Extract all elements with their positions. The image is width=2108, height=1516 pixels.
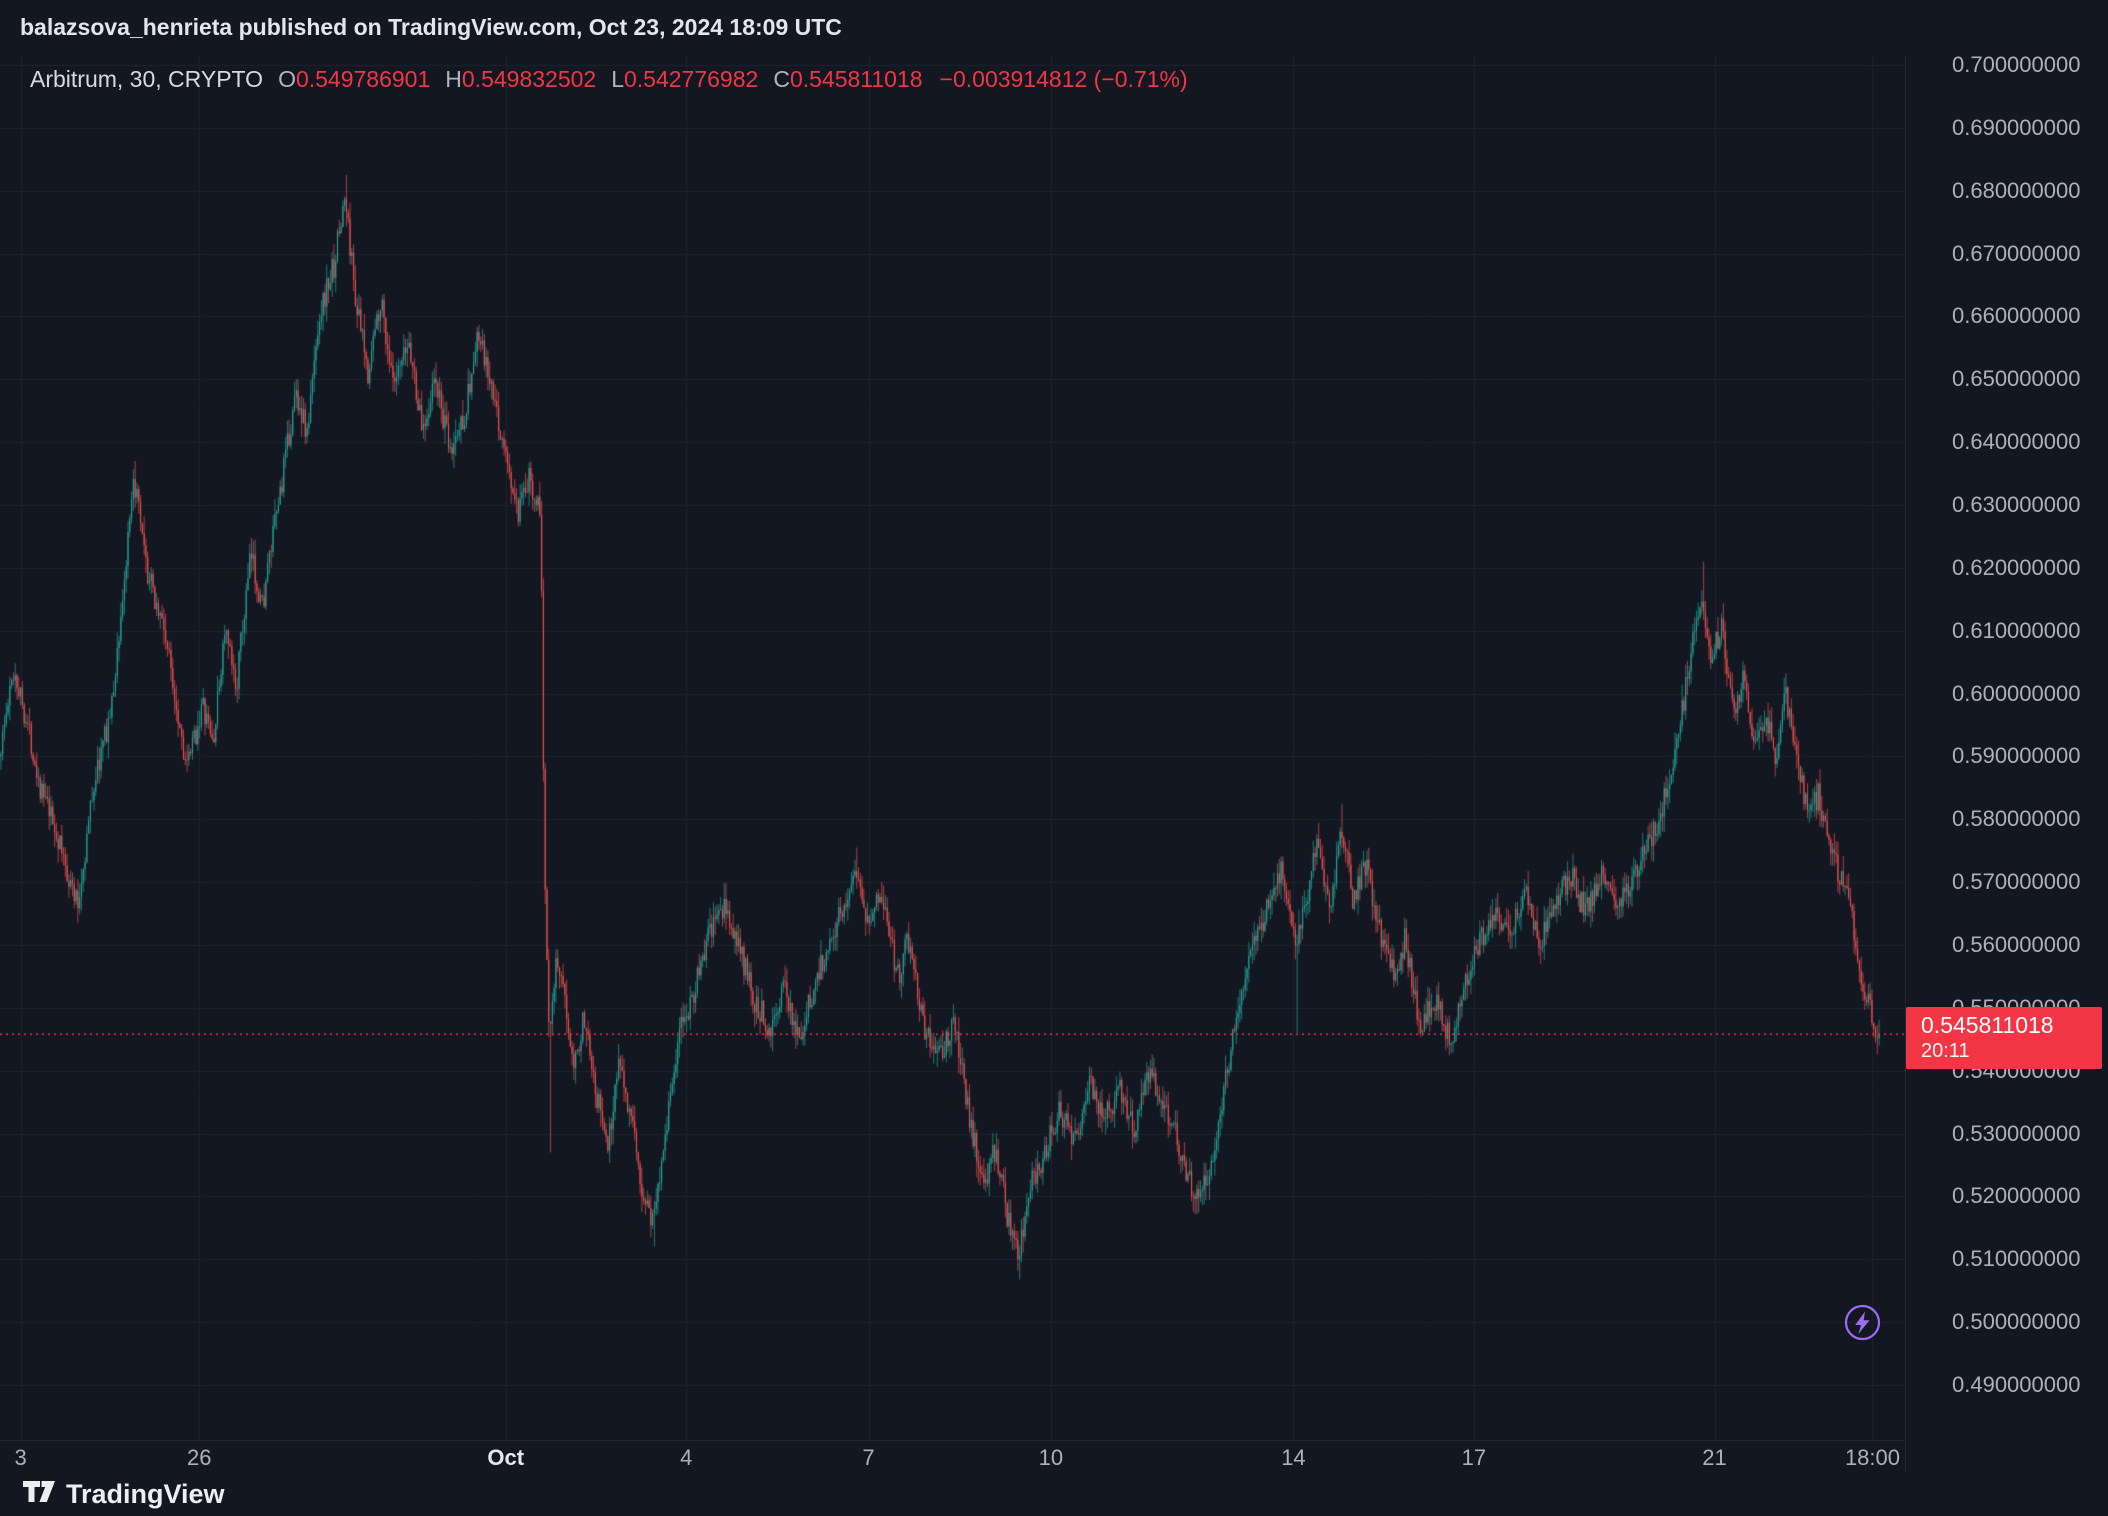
bar-countdown: 20:11 [1921,1040,1970,1063]
y-axis-label: 0.490000000 [1952,1372,2081,1397]
tradingview-wordmark[interactable]: TradingView [66,1478,225,1509]
symbol-title[interactable]: Arbitrum, 30, CRYPTO [30,66,264,92]
ohlc-low-label: L [611,66,624,92]
y-axis-label: 0.630000000 [1952,492,2081,517]
x-axis-label: Oct [487,1445,525,1470]
y-axis-label: 0.530000000 [1952,1120,2081,1146]
candlestick-chart-canvas[interactable] [0,55,1905,1440]
x-axis-label: 10 [1038,1445,1064,1470]
time-axis[interactable]: 3 26 Oct 4 7 10 14 17 21 18:00 [0,1440,1905,1472]
y-axis-label: 0.590000000 [1952,743,2081,769]
y-axis-label: 0.680000000 [1952,177,2081,203]
current-price-badge: 0.545811018 20:11 [1906,1007,2102,1070]
symbol-legend[interactable]: Arbitrum, 30, CRYPTO O 0.549786901 H 0.549… [30,66,1188,93]
y-axis-label: 0.560000000 [1952,932,2081,957]
ohlc-close-label: C [773,66,790,92]
x-axis-label: 21 [1702,1445,1727,1470]
y-axis-label: 0.700000000 [1952,52,2081,77]
ohlc-open-value: 0.549786901 [295,66,431,92]
x-axis-label: 26 [187,1445,212,1470]
y-axis-label: 0.500000000 [1952,1309,2081,1335]
ohlc-close-value: 0.545811018 [789,66,923,92]
current-price-value: 0.545811018 [1921,1012,2054,1039]
x-axis-label: 4 [680,1445,693,1470]
ohlc-low-value: 0.542776982 [624,66,759,92]
y-axis-label: 0.650000000 [1952,366,2081,392]
x-axis-label: 14 [1281,1445,1306,1470]
tradingview-logo-icon[interactable] [22,1478,56,1511]
x-axis-label: 3 [14,1445,27,1470]
y-axis-label: 0.520000000 [1952,1183,2081,1209]
x-axis-label: 18:00 [1844,1445,1900,1470]
publish-header: balazsova_henrieta published on TradingV… [0,0,2108,55]
y-axis-label: 0.580000000 [1952,806,2081,832]
ohlc-open-label: O [278,66,296,92]
footer-bar: TradingView [0,1472,2108,1516]
y-axis-label: 0.640000000 [1952,429,2081,455]
y-axis-label: 0.570000000 [1952,869,2081,895]
y-axis-label: 0.670000000 [1952,240,2081,266]
y-axis-label: 0.660000000 [1952,303,2081,329]
y-axis-label: 0.620000000 [1952,554,2081,580]
y-axis-label: 0.610000000 [1952,617,2081,643]
lightning-icon[interactable] [1842,1302,1883,1343]
publisher-username: balazsova_henrieta [20,14,233,40]
x-axis-label: 17 [1461,1445,1487,1470]
publish-info: published on TradingView.com, Oct 23, 20… [232,14,842,40]
price-axis[interactable]: 0.700000000 0.690000000 0.680000000 0.67000… [1905,52,2108,1472]
y-axis-label: 0.510000000 [1952,1246,2081,1272]
ohlc-high-value: 0.549832502 [461,66,597,92]
y-axis-label: 0.600000000 [1952,680,2081,706]
x-axis-label: 7 [862,1445,875,1470]
y-axis-label: 0.690000000 [1952,114,2081,140]
ohlc-high-label: H [445,66,462,92]
price-change: −0.003914812 (−0.71%) [939,66,1188,92]
